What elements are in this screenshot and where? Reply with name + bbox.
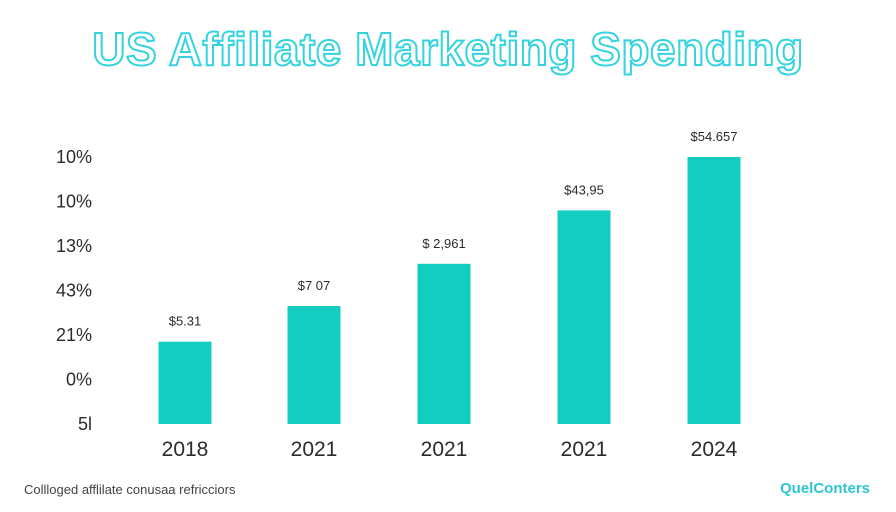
- y-tick-label: 5l: [78, 414, 92, 434]
- bar: [557, 210, 611, 424]
- y-tick-label: 10%: [56, 192, 92, 212]
- data-label: $ 2,961: [422, 236, 465, 251]
- data-label: $54.657: [691, 129, 738, 144]
- x-tick-label: 2021: [291, 438, 338, 461]
- y-tick-label: 21%: [56, 325, 92, 345]
- y-tick-label: 43%: [56, 281, 92, 301]
- x-tick-label: 2021: [421, 438, 468, 461]
- y-tick-label: 10%: [56, 147, 92, 167]
- y-tick-label: 13%: [56, 236, 92, 256]
- x-tick-label: 2018: [162, 438, 209, 461]
- x-tick-label: 2024: [691, 438, 738, 461]
- source-note: Collloged afflilate conusaa refricciors: [24, 482, 236, 497]
- bar: [158, 341, 212, 424]
- x-tick-label: 2021: [561, 438, 608, 461]
- y-tick-label: 0%: [66, 370, 92, 390]
- data-label: $43,95: [564, 182, 604, 197]
- bar: [417, 263, 471, 424]
- data-label: $5.31: [169, 314, 202, 329]
- bar: [287, 306, 341, 424]
- brand-logo: QuelConters: [779, 480, 870, 497]
- bar: [687, 157, 741, 424]
- data-label: $7 07: [298, 278, 331, 293]
- chart-title: US Affiliate Marketing Spending: [91, 22, 804, 76]
